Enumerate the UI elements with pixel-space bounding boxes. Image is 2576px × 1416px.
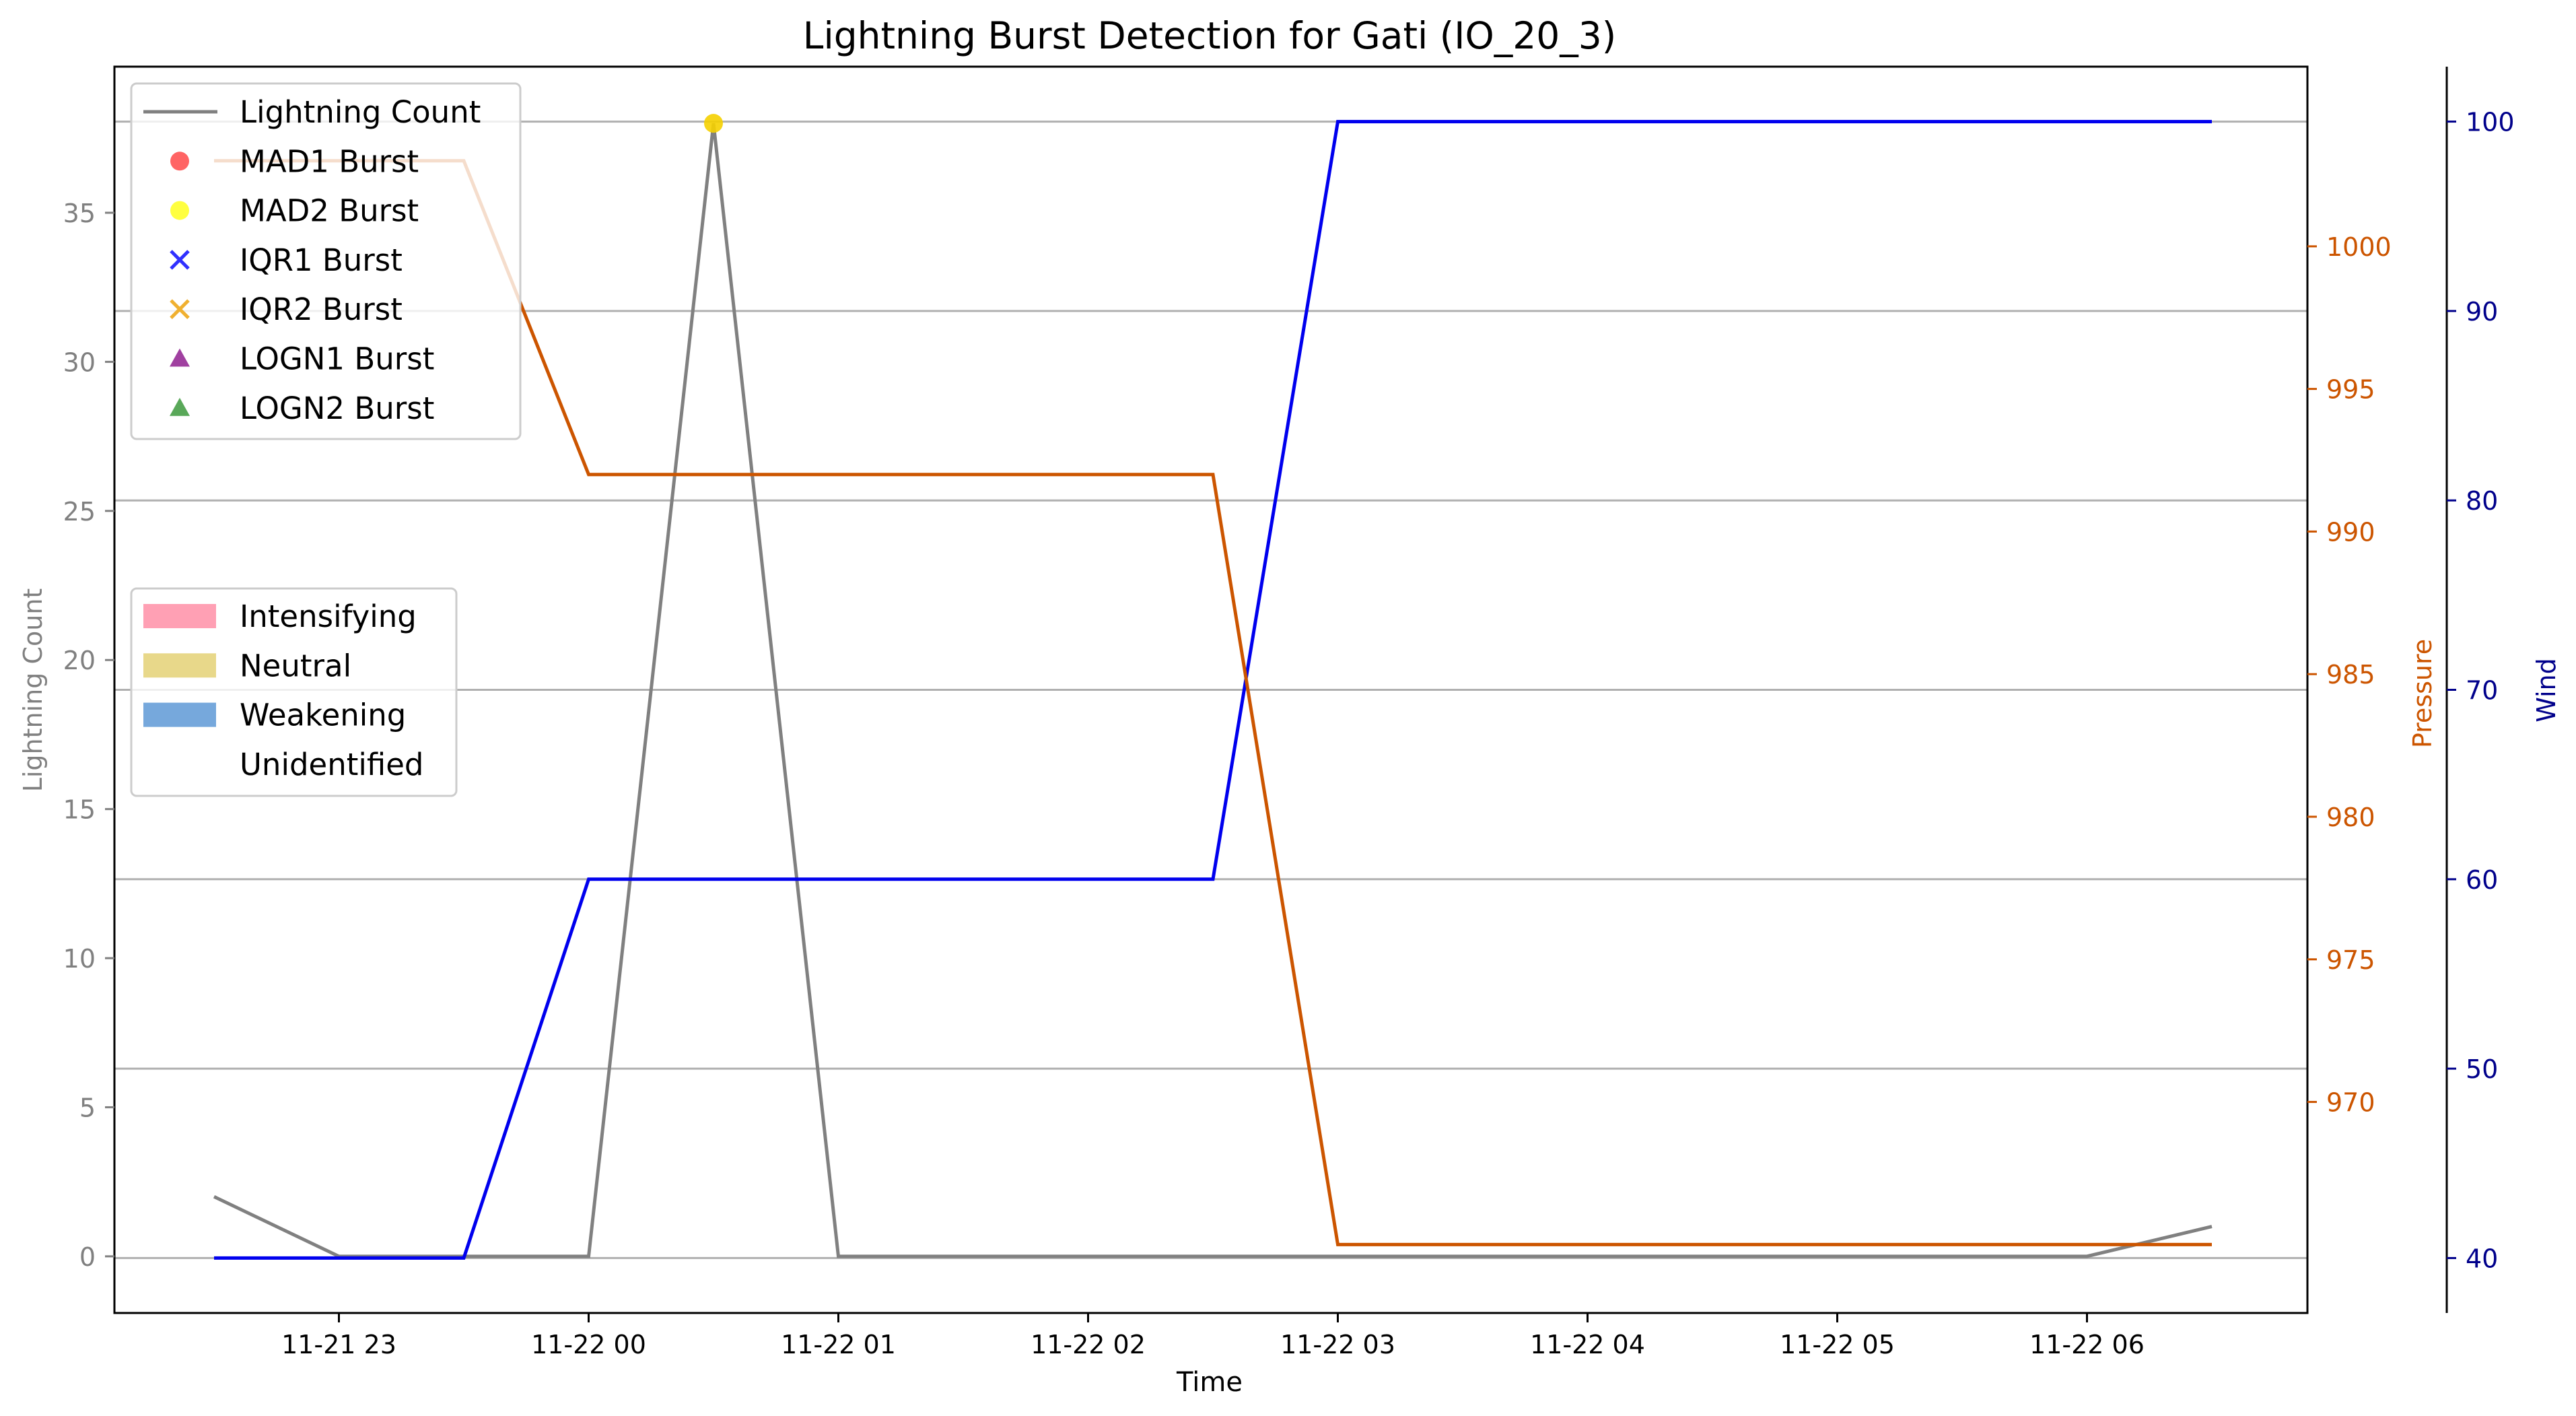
legend-circle-marker (170, 151, 189, 171)
pressure-tick-label: 970 (2326, 1088, 2375, 1118)
wind-axis: 40 50 60 70 80 90 100 (2447, 108, 2515, 1273)
lightning-tick-label: 25 (63, 497, 96, 527)
pressure-tick-label: 1000 (2326, 232, 2392, 262)
x-tick-label: 11-21 23 (281, 1330, 396, 1359)
lightning-tick-label: 5 (79, 1093, 96, 1122)
phase-legend: Intensifying Neutral Weakening Unidentified (130, 587, 458, 797)
pressure-tick-label: 985 (2326, 660, 2375, 689)
legend-label: Weakening (240, 698, 406, 733)
lightning-tick-label: 35 (63, 199, 96, 228)
burst-legend: Lightning Count MAD1 Burst MAD2 Burst IQR1 … (130, 82, 522, 440)
legend-box (130, 82, 522, 440)
pressure-tick-label: 980 (2326, 803, 2375, 832)
legend-label: Lightning Count (240, 94, 481, 130)
wind-tick-label: 80 (2466, 486, 2498, 516)
wind-axis-label: Wind (2532, 658, 2561, 722)
legend-x-marker (170, 250, 190, 270)
legend-x-marker (170, 299, 190, 319)
x-tick-label: 11-22 05 (1780, 1330, 1895, 1359)
legend-label: MAD1 Burst (240, 143, 419, 179)
x-tick-label: 11-22 00 (531, 1330, 646, 1359)
chart-title: Lightning Burst Detection for Gati (IO_2… (803, 14, 1616, 57)
legend-circle-marker (170, 201, 189, 220)
lightning-tick-label: 15 (63, 795, 96, 825)
wind-tick-label: 70 (2466, 676, 2498, 706)
series-line-right1 (214, 159, 2212, 1246)
wind-tick-label: 100 (2466, 108, 2515, 137)
pressure-tick-label: 995 (2326, 375, 2375, 405)
legend-label: IQR1 Burst (240, 242, 403, 278)
legend-label: MAD2 Burst (240, 193, 419, 229)
x-tick-label: 11-22 02 (1031, 1330, 1146, 1359)
legend-box (130, 587, 458, 797)
legend-label: LOGN2 Burst (240, 391, 434, 426)
x-axis-label: Time (1176, 1367, 1243, 1398)
wind-tick-label: 40 (2466, 1244, 2498, 1273)
legend-triangle-marker (170, 397, 190, 416)
legend-label: Intensifying (240, 599, 417, 634)
series-layer (213, 114, 2213, 1260)
pressure-axis: 970 975 980 985 990 995 1000 (2307, 232, 2392, 1118)
lightning-tick-label: 20 (63, 646, 96, 675)
lightning-tick-label: 30 (63, 347, 96, 377)
lightning-tick-label: 0 (79, 1242, 96, 1272)
legend-triangle-marker (170, 348, 190, 367)
x-tick-label: 11-22 06 (2029, 1330, 2145, 1359)
pressure-tick-label: 975 (2326, 945, 2375, 975)
series-line-right2 (214, 120, 2212, 1260)
series-line-left (213, 123, 2213, 1258)
x-axis: 11-21 23 11-22 00 11-22 01 11-22 02 11-22 03… (281, 1313, 2145, 1359)
x-tick-label: 11-22 04 (1530, 1330, 1645, 1359)
pressure-axis-label: Pressure (2408, 639, 2437, 748)
legend-label: IQR2 Burst (240, 292, 403, 327)
legend-label: Neutral (240, 648, 351, 683)
legend-swatch (143, 653, 216, 678)
lightning-axis-label: Lightning Count (18, 588, 48, 793)
legend-label: LOGN1 Burst (240, 341, 434, 377)
legend-label: Unidentified (240, 747, 423, 782)
wind-tick-label: 50 (2466, 1054, 2498, 1084)
x-tick-label: 11-22 01 (781, 1330, 896, 1359)
lightning-tick-label: 10 (63, 944, 96, 974)
lightning-axis: 0 5 10 15 20 25 30 35 (63, 199, 114, 1272)
x-tick-label: 11-22 03 (1280, 1330, 1395, 1359)
legend-swatch (143, 702, 216, 727)
wind-tick-label: 90 (2466, 297, 2498, 327)
plot-frame (113, 65, 2309, 1314)
legend-swatch (143, 604, 216, 628)
burst-marker (704, 114, 723, 133)
wind-tick-label: 60 (2466, 865, 2498, 895)
pressure-tick-label: 990 (2326, 517, 2375, 547)
